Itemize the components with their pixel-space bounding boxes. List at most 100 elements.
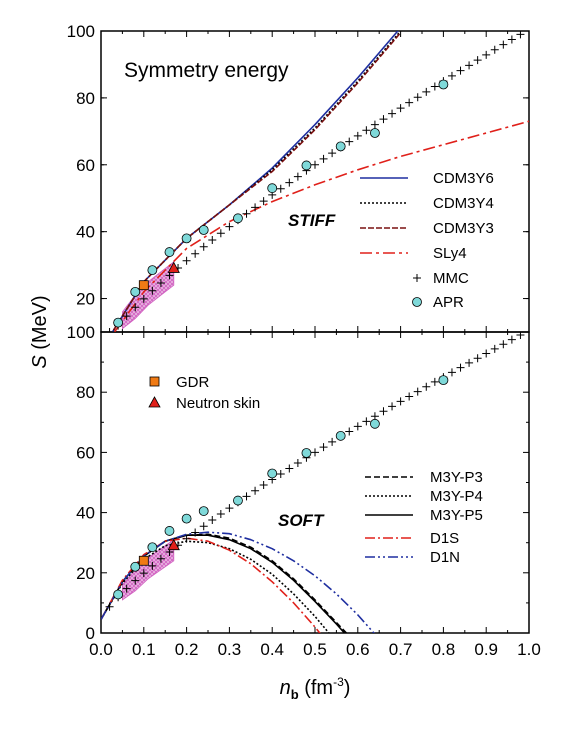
x-tick-label: 0.1 xyxy=(132,640,156,659)
legend-label-neutron-skin: Neutron skin xyxy=(176,395,260,412)
mmc-marker xyxy=(191,249,200,258)
apr-point xyxy=(181,233,192,244)
apr-point xyxy=(164,526,175,536)
apr-point xyxy=(113,317,124,328)
apr-point xyxy=(164,247,175,257)
apr-point xyxy=(335,141,346,152)
mmc-marker xyxy=(251,203,260,212)
x-tick-label: 0.0 xyxy=(89,640,113,659)
mmc-marker xyxy=(345,137,354,146)
apr-point xyxy=(438,79,449,90)
y-tick-label: 0 xyxy=(86,624,95,643)
x-tick-label: 0.8 xyxy=(432,640,456,659)
mmc-marker xyxy=(328,149,337,158)
mmc-marker xyxy=(276,184,285,193)
mmc-marker xyxy=(311,160,319,169)
legend-label-mmc: MMC xyxy=(433,270,469,287)
y-tick-label: 80 xyxy=(76,383,95,402)
mmc-marker xyxy=(225,222,234,231)
apr-point xyxy=(301,448,312,458)
legend-neutron-skin-marker xyxy=(148,396,161,408)
legend-mmc-marker xyxy=(413,274,421,282)
mmc-marker xyxy=(122,584,131,593)
apr-point xyxy=(301,160,312,171)
mmc-marker xyxy=(413,93,422,102)
apr-point xyxy=(181,513,192,524)
x-tick-label: 0.3 xyxy=(218,640,242,659)
mmc-marker xyxy=(259,481,268,490)
y-tick-label: 60 xyxy=(76,156,95,175)
mmc-marker xyxy=(422,382,431,391)
axis-ticks xyxy=(100,30,530,634)
panel-tag-stiff: STIFF xyxy=(288,211,336,230)
mmc-marker xyxy=(216,229,225,238)
curve-sly4 xyxy=(113,120,529,332)
legend-label-m3y-p4: M3Y-P4 xyxy=(430,488,483,505)
mmc-marker xyxy=(156,278,165,287)
mmc-marker xyxy=(319,443,328,452)
curve-m3y-p5 xyxy=(101,534,346,633)
apr-point xyxy=(370,418,380,429)
apr-point xyxy=(198,225,209,235)
apr-point xyxy=(233,213,243,224)
mmc-marker xyxy=(105,602,114,611)
mmc-marker xyxy=(122,312,131,321)
mmc-marker xyxy=(370,120,379,129)
mmc-marker xyxy=(447,71,456,80)
neutron-skin-point xyxy=(167,538,180,551)
legend-label-d1n: D1N xyxy=(430,549,460,566)
mmc-marker xyxy=(516,31,525,39)
mmc-marker xyxy=(199,242,208,251)
apr-point xyxy=(233,495,243,506)
mmc-marker xyxy=(379,115,388,124)
mmc-marker xyxy=(225,504,234,513)
neutron-skin-point xyxy=(167,261,180,273)
tick-labels: 100 80 60 40 20 100 80 60 40 20 00.0 0.1 0.2 0.3 0.4 0.… xyxy=(67,22,541,659)
mmc-marker xyxy=(208,516,217,525)
mmc-marker xyxy=(507,335,516,344)
x-axis-title: nb (fm-3) xyxy=(280,675,351,702)
gdr-point xyxy=(138,280,149,291)
legend-label-cdm3y6: CDM3Y6 xyxy=(433,170,494,187)
y-tick-label: 60 xyxy=(76,443,95,462)
legend-label-cdm3y4: CDM3Y4 xyxy=(433,195,494,212)
mmc-marker xyxy=(105,328,114,332)
legend-label-cdm3y3: CDM3Y3 xyxy=(433,220,494,237)
mmc-marker xyxy=(422,87,431,96)
apr-point xyxy=(335,430,346,441)
mmc-marker xyxy=(388,402,397,411)
curve-d1s xyxy=(101,537,321,633)
mmc-marker xyxy=(447,368,456,377)
y-tick-label: 80 xyxy=(76,89,95,108)
apr-point xyxy=(130,561,141,572)
curve-d1n xyxy=(101,531,375,633)
mmc-marker xyxy=(191,528,200,537)
y-tick-label: 40 xyxy=(76,504,95,523)
mmc-marker xyxy=(285,464,294,473)
x-tick-label: 0.7 xyxy=(389,640,413,659)
mmc-marker xyxy=(362,417,371,426)
mmc-marker xyxy=(293,172,302,181)
mmc-marker xyxy=(482,50,491,59)
gdr-point xyxy=(138,555,149,566)
apr-point xyxy=(267,468,278,479)
mmc-marker xyxy=(362,126,371,135)
legend-label-gdr: GDR xyxy=(176,374,210,391)
mmc-marker xyxy=(507,35,516,44)
legend-label-d1s: D1S xyxy=(430,530,459,547)
mmc-marker xyxy=(319,154,328,163)
mmc-marker xyxy=(216,510,225,519)
legend-apr-marker xyxy=(412,297,422,307)
mmc-marker xyxy=(490,344,499,353)
legend-bottom: M3Y-P3 M3Y-P4 M3Y-P5 D1S D1N xyxy=(365,469,483,566)
mmc-marker xyxy=(156,554,165,563)
mmc-marker xyxy=(516,332,525,340)
mmc-marker xyxy=(388,109,397,118)
mmc-marker xyxy=(396,104,405,113)
mmc-marker xyxy=(528,31,529,34)
legend-label-m3y-p3: M3Y-P3 xyxy=(430,469,483,486)
mmc-marker xyxy=(473,56,482,65)
mmc-marker xyxy=(490,45,499,54)
mmc-marker xyxy=(139,569,148,578)
